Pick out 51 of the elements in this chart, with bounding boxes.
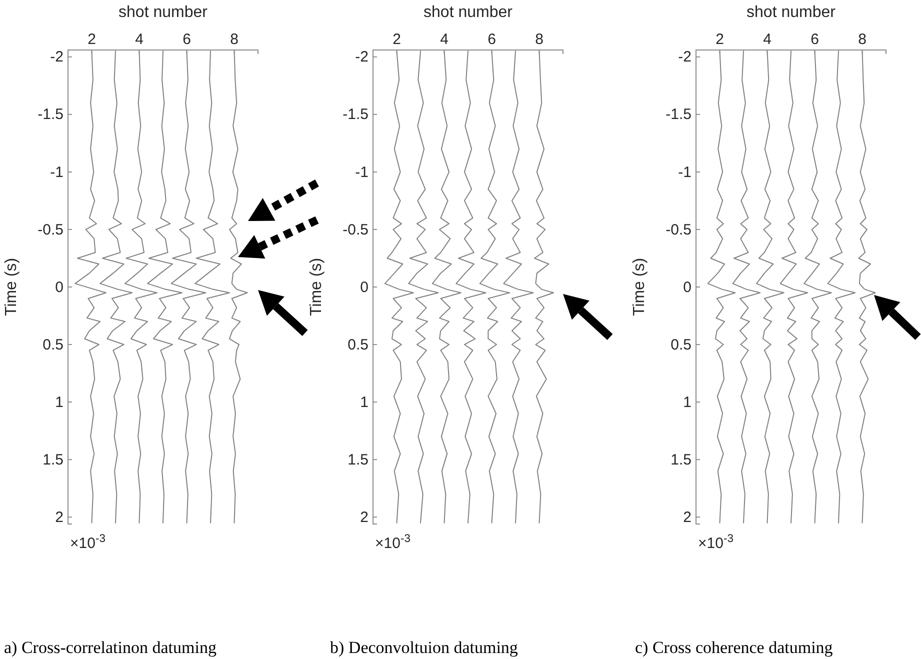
x-tick-label: 4	[135, 31, 144, 48]
y-tick-label: -2	[678, 48, 692, 66]
y-tick-label: -1	[355, 164, 368, 181]
x-tick-label: 8	[230, 31, 238, 48]
y-axis-title: Time (s)	[308, 258, 325, 316]
text: ×10$^{-3}$	[375, 533, 410, 552]
y-tick-label: 0.5	[670, 336, 692, 354]
y-tick-label: -1	[678, 164, 692, 181]
y-tick-label: 0.5	[42, 336, 64, 354]
y-tick-label: 1.5	[42, 451, 64, 468]
text: b) Deconvoltuion datuming	[330, 638, 518, 657]
x-tick-label: 8	[535, 31, 544, 48]
x-tick-label: 2	[716, 31, 724, 48]
x-axis-title: shot number	[746, 4, 836, 21]
x-tick-label: 6	[182, 31, 191, 48]
text: c) Cross coherence datuming	[635, 638, 834, 657]
y-tick-label: -0.5	[342, 221, 368, 238]
y-axis-title: Time (s)	[631, 258, 648, 316]
x-tick-label: 6	[488, 31, 496, 48]
x-axis-title: shot number	[118, 4, 208, 21]
y-tick-label: -0.5	[666, 221, 692, 238]
y-tick-label: 0	[683, 278, 692, 296]
y-tick-label: 0.5	[348, 336, 368, 354]
x-tick-label: 4	[763, 31, 772, 48]
text: a) Cross-correlatinon datuming	[4, 638, 217, 657]
x-tick-label: 8	[858, 31, 866, 48]
y-tick-label: 1	[683, 394, 692, 411]
y-tick-label: 1.5	[348, 451, 368, 468]
y-tick-label: -0.5	[38, 221, 64, 238]
x-axis-title: shot number	[424, 4, 514, 21]
y-tick-label: -1	[50, 164, 64, 181]
text: ×10$^{-3}$	[698, 533, 734, 552]
y-tick-label: 2	[55, 508, 64, 526]
y-tick-label: 2	[360, 508, 368, 526]
y-tick-label: 1	[55, 394, 64, 411]
y-tick-label: -2	[50, 48, 64, 66]
y-tick-label: -1.5	[342, 106, 368, 124]
y-tick-label: 0	[360, 278, 368, 296]
y-tick-label: -1.5	[666, 106, 692, 124]
text: ×10$^{-3}$	[70, 533, 106, 552]
y-tick-label: 0	[55, 278, 64, 296]
y-axis-title: Time (s)	[3, 258, 20, 316]
x-tick-label: 2	[88, 31, 96, 48]
y-tick-label: 1.5	[670, 451, 692, 468]
x-tick-label: 6	[810, 31, 819, 48]
x-tick-label: 2	[392, 31, 401, 48]
y-tick-label: -1.5	[38, 106, 64, 124]
x-tick-label: 4	[440, 31, 448, 48]
y-tick-label: -2	[355, 48, 368, 66]
y-tick-label: 1	[360, 394, 368, 411]
y-tick-label: 2	[683, 508, 692, 526]
